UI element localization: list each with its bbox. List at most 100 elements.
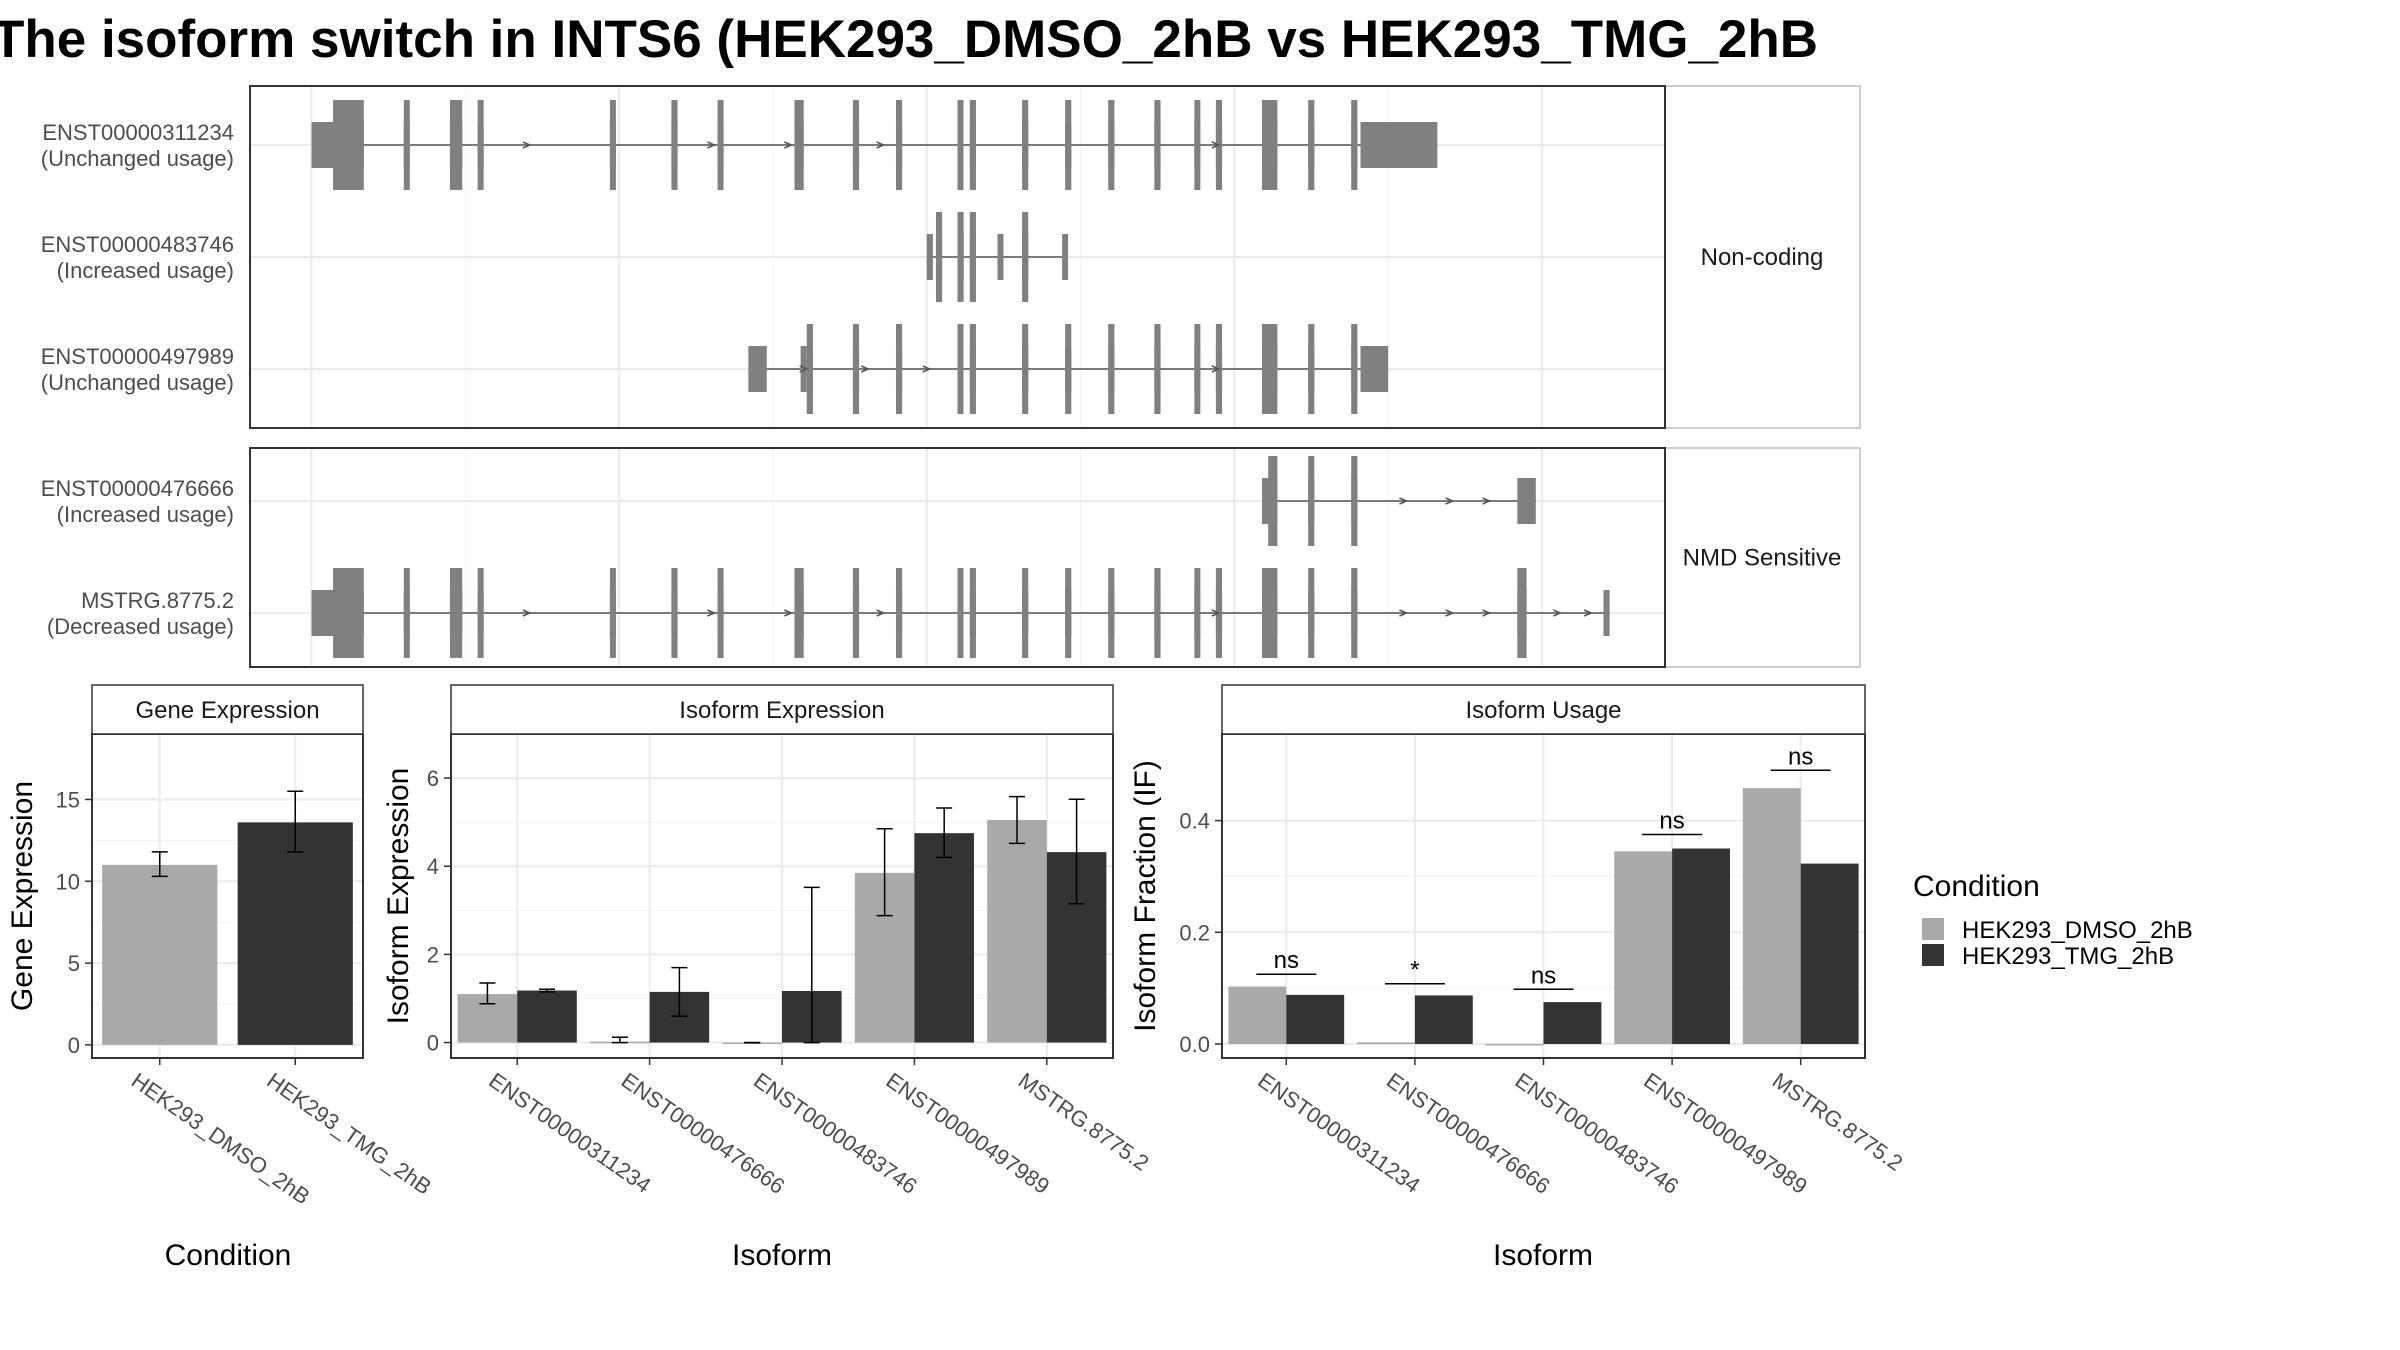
utr-exon-block <box>1360 346 1389 392</box>
coding-exon-block <box>717 100 724 190</box>
coding-exon-block <box>1194 100 1201 190</box>
error-bar <box>1009 795 1026 845</box>
coding-exon-block <box>957 568 964 658</box>
coding-exon-block <box>609 568 616 658</box>
coding-exon-block <box>794 568 804 658</box>
error-bar <box>671 966 688 1017</box>
bar-HEK293_TMG_2hB <box>1414 995 1473 1045</box>
utr-exon-block <box>800 346 807 392</box>
error-bar <box>151 851 168 878</box>
strand-arrow <box>1482 609 1492 617</box>
structure-category-label: Non-coding <box>1701 244 1824 271</box>
coding-exon-block <box>449 568 463 658</box>
bar-HEK293_DMSO_2hB <box>1614 851 1673 1045</box>
panel-strip-label: Isoform Expression <box>679 697 884 724</box>
legend-swatch-tmg <box>1922 944 1944 966</box>
coding-exon-block <box>1194 568 1201 658</box>
utr-exon-block <box>997 234 1004 280</box>
coding-exon-block <box>852 100 860 190</box>
transcript-MSTRG.8775.2: MSTRG.8775.2(Decreased usage) <box>47 568 1610 658</box>
coding-exon-block <box>1022 324 1029 414</box>
strand-arrow <box>1482 497 1492 505</box>
coding-exon-block <box>403 568 410 658</box>
coding-exon-block <box>969 324 976 414</box>
coding-exon-block <box>1154 324 1161 414</box>
utr-exon-block <box>748 346 767 392</box>
coding-exon-block <box>1262 100 1278 190</box>
bar-HEK293_DMSO_2hB <box>1228 986 1287 1045</box>
strand-arrow <box>707 141 717 149</box>
strand-arrow <box>707 609 717 617</box>
bar-HEK293_TMG_2hB <box>914 833 974 1043</box>
y-tick-label: 6 <box>427 766 439 791</box>
transcript-id-label: ENST00000476666 <box>41 476 234 501</box>
strand-arrow <box>799 365 809 373</box>
bar-HEK293_DMSO_2hB <box>987 819 1047 1043</box>
y-tick-label: 0 <box>427 1031 439 1056</box>
utr-exon-block <box>926 234 933 280</box>
x-axis-title: Condition <box>165 1239 292 1272</box>
error-bar <box>876 828 893 917</box>
coding-exon-block <box>806 324 813 414</box>
coding-exon-block <box>333 100 364 190</box>
strand-arrow <box>522 141 532 149</box>
coding-exon-block <box>671 568 678 658</box>
transcript-ENST00000311234: ENST00000311234(Unchanged usage) <box>41 100 1438 190</box>
legend-swatch-dmso <box>1922 918 1944 940</box>
coding-exon-block <box>477 568 484 658</box>
error-bar <box>538 988 555 993</box>
coding-exon-block <box>957 212 964 302</box>
transcript-usage-label: (Unchanged usage) <box>41 370 234 395</box>
x-axis-title: Isoform <box>732 1239 832 1272</box>
error-bar <box>287 790 304 853</box>
coding-exon-block <box>852 324 860 414</box>
coding-exon-block <box>1065 324 1072 414</box>
transcript-usage-label: (Decreased usage) <box>47 614 234 639</box>
panel-strip <box>450 684 1114 735</box>
coding-exon-block <box>1351 568 1358 658</box>
structure-panel-border <box>249 85 1666 429</box>
bar-HEK293_TMG_2hB <box>1543 1002 1602 1045</box>
transcript-usage-label: (Unchanged usage) <box>41 146 234 171</box>
transcript-id-label: ENST00000497989 <box>41 344 234 369</box>
y-tick-label: 0.2 <box>1179 920 1210 945</box>
bar-HEK293_TMG_2hB <box>517 990 577 1043</box>
bar-HEK293_DMSO_2hB <box>1742 788 1801 1045</box>
strand-arrow <box>860 365 871 373</box>
strand-arrow <box>784 609 794 617</box>
error-bar <box>936 807 953 859</box>
transcript-ENST00000497989: ENST00000497989(Unchanged usage) <box>41 324 1389 414</box>
strand-arrow <box>1445 497 1455 505</box>
y-axis-title: Isoform Fraction (IF) <box>1129 760 1162 1032</box>
panel-strip-label: Isoform Usage <box>1465 697 1621 724</box>
coding-exon-block <box>1351 456 1358 546</box>
strand-arrow <box>1445 609 1455 617</box>
coding-exon-block <box>671 100 678 190</box>
coding-exon-block <box>1154 100 1161 190</box>
utr-exon-block <box>1603 590 1610 636</box>
x-axis-title: Isoform <box>1493 1239 1593 1272</box>
structure-panel-1: Non-coding ENST00000311234(Unchanged usag… <box>41 85 1861 429</box>
utr-exon-block <box>1517 478 1536 524</box>
coding-exon-block <box>1022 212 1029 302</box>
coding-exon-block <box>1022 568 1029 658</box>
bar-HEK293_DMSO_2hB <box>1357 1042 1415 1045</box>
coding-exon-block <box>969 212 976 302</box>
coding-exon-block <box>1065 568 1072 658</box>
legend-label-dmso: HEK293_DMSO_2hB <box>1962 917 2193 944</box>
coding-exon-block <box>895 324 903 414</box>
coding-exon-block <box>1108 100 1115 190</box>
coding-exon-block <box>1022 100 1029 190</box>
figure-title: The isoform switch in INTS6 (HEK293_DMSO… <box>0 10 1818 69</box>
coding-exon-block <box>969 100 976 190</box>
coding-exon-block <box>1308 324 1315 414</box>
transcript-ENST00000476666: ENST00000476666(Increased usage) <box>41 456 1536 546</box>
y-tick-label: 15 <box>56 787 80 812</box>
panel-strip <box>91 684 364 735</box>
y-axis-title: Gene Expression <box>6 781 39 1011</box>
coding-exon-block <box>1351 324 1358 414</box>
coding-exon-block <box>895 100 903 190</box>
strand-arrow <box>1211 141 1221 149</box>
coding-exon-block <box>1065 100 1072 190</box>
